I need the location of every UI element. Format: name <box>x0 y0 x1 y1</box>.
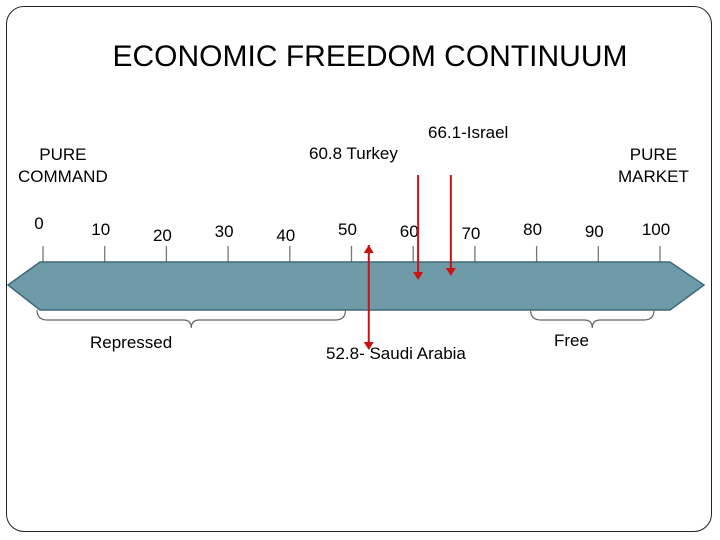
tick-label: 10 <box>91 220 110 239</box>
tick-label: 90 <box>585 222 604 241</box>
marker-arrowhead <box>445 268 456 276</box>
tick-label: 60 <box>400 222 419 241</box>
tick-label: 70 <box>461 224 480 243</box>
range-brace-group <box>36 309 655 329</box>
turkey-label: 60.8 Turkey <box>309 144 398 163</box>
marker-arrowhead <box>413 272 424 280</box>
tick-label: 40 <box>276 226 295 245</box>
left-pole-label: PURE COMMAND <box>18 144 108 188</box>
free-label: Free <box>554 331 589 350</box>
country-marker-group <box>363 175 456 350</box>
continuum-arrow <box>6 261 706 311</box>
marker-arrowhead <box>363 342 374 350</box>
right-pole-label: PURE MARKET <box>618 144 689 188</box>
tick-label: 100 <box>642 220 670 239</box>
range-brace <box>36 309 347 329</box>
left-pole-line1: PURE <box>39 145 87 164</box>
tick-group: 0 10 20 30 40 50 60 70 80 90 100 <box>34 214 670 275</box>
right-pole-line1: PURE <box>629 145 678 164</box>
tick-label: 30 <box>215 222 234 241</box>
israel-label: 66.1-Israel <box>428 123 509 142</box>
tick-label: 0 <box>34 214 43 233</box>
repressed-label: Repressed <box>90 333 173 352</box>
tick-label: 20 <box>153 226 172 245</box>
marker-arrowhead <box>363 245 374 253</box>
tick-label: 80 <box>523 220 542 239</box>
saudi-arabia-label: 52.8- Saudi Arabia <box>326 344 466 363</box>
page-title: ECONOMIC FREEDOM CONTINUUM <box>112 40 628 73</box>
left-pole-line2: COMMAND <box>18 167 108 186</box>
range-brace <box>530 309 655 329</box>
tick-label: 50 <box>338 220 357 239</box>
slide-frame <box>6 6 712 532</box>
right-pole-line2: MARKET <box>618 167 689 186</box>
